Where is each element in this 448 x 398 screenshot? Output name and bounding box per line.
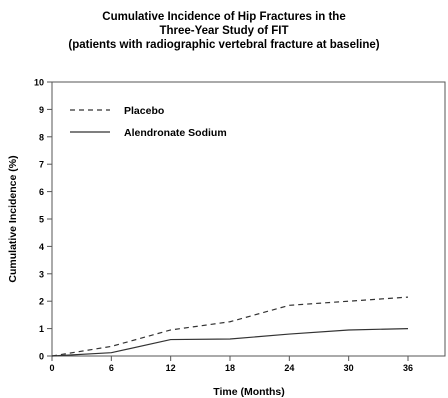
legend: Placebo Alendronate Sodium — [70, 105, 227, 139]
y-tick-label: 2 — [39, 297, 44, 307]
y-tick-label: 1 — [39, 324, 44, 334]
y-tick-label: 8 — [39, 132, 44, 142]
chart-title-line-3: (patients with radiographic vertebral fr… — [68, 39, 380, 51]
y-tick-label: 0 — [39, 352, 44, 362]
x-tick-label: 36 — [403, 363, 413, 373]
series-line-placebo — [51, 296, 409, 357]
x-tick-label: 18 — [225, 363, 235, 373]
chart-title: Cumulative Incidence of Hip Fractures in… — [0, 10, 448, 52]
x-axis: 0 6 12 18 24 30 36 — [49, 356, 413, 373]
y-tick-label: 7 — [39, 160, 44, 170]
chart-title-line-2: Three-Year Study of FIT — [159, 25, 289, 37]
x-tick-label: 24 — [284, 363, 294, 373]
legend-label: Alendronate Sodium — [124, 127, 227, 139]
x-axis-label: Time (Months) — [213, 386, 285, 398]
x-tick-label: 6 — [109, 363, 114, 373]
y-tick-label: 6 — [39, 187, 44, 197]
y-axis: 0 1 2 3 4 5 6 7 8 9 10 — [34, 78, 52, 362]
x-tick-label: 0 — [49, 363, 54, 373]
series-line-alendronate — [51, 328, 409, 357]
y-tick-label: 5 — [39, 215, 44, 225]
x-tick-label: 12 — [166, 363, 176, 373]
y-tick-label: 10 — [34, 78, 44, 88]
chart-title-line-1: Cumulative Incidence of Hip Fractures in… — [102, 11, 346, 23]
series-group — [51, 296, 409, 357]
plot-frame — [51, 81, 446, 357]
y-tick-label: 3 — [39, 269, 44, 279]
y-axis-label: Cumulative Incidence (%) — [7, 155, 19, 282]
y-tick-label: 4 — [39, 242, 44, 252]
y-tick-label: 9 — [39, 105, 44, 115]
x-tick-label: 30 — [344, 363, 354, 373]
legend-label: Placebo — [124, 105, 164, 117]
